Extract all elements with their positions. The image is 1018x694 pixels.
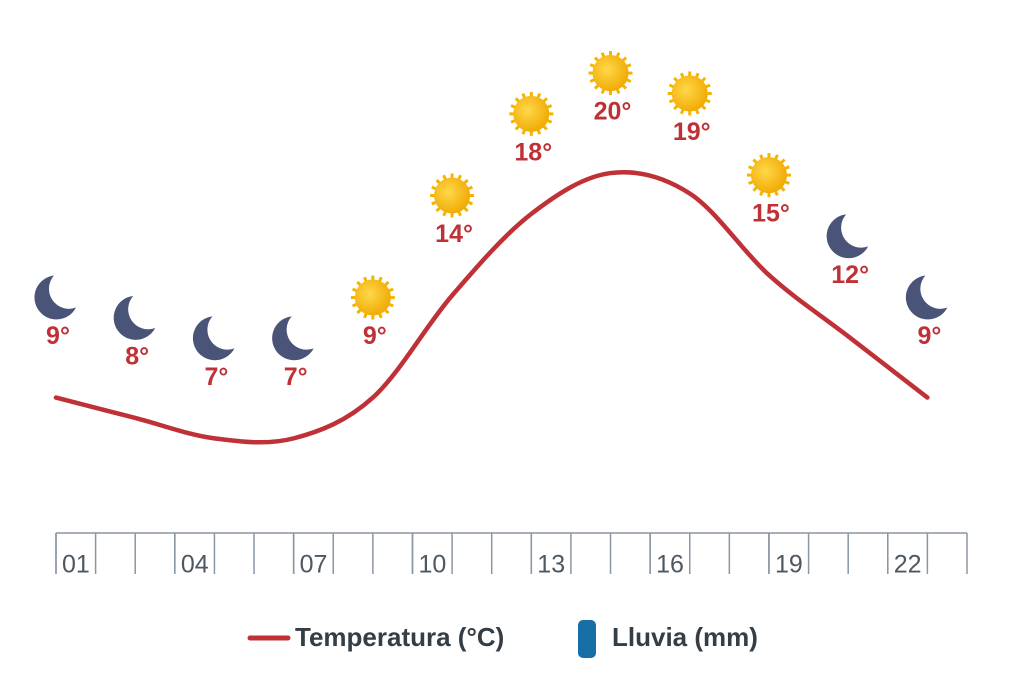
value-label: 9°	[363, 322, 387, 350]
moon-icon	[272, 316, 314, 361]
sun-disc	[592, 55, 629, 92]
moon-icon	[905, 275, 948, 320]
sun-icon	[588, 51, 633, 96]
value-label: 12°	[831, 261, 869, 289]
value-label: 20°	[594, 98, 632, 126]
value-label: 18°	[514, 138, 552, 166]
x-tick-label: 16	[656, 551, 684, 579]
sun-disc	[354, 279, 391, 316]
sun-icon	[430, 173, 475, 218]
x-tick-label: 01	[62, 551, 90, 579]
x-tick-label: 07	[300, 551, 328, 579]
moon-icon	[826, 214, 869, 259]
value-label: 9°	[917, 322, 941, 350]
sun-icon	[667, 71, 712, 116]
legend-label: Temperatura (°C)	[295, 622, 504, 652]
value-label: 9°	[46, 322, 70, 350]
sun-disc	[750, 157, 787, 194]
sun-icon	[746, 153, 791, 198]
moon-icon	[113, 295, 156, 340]
moon-icon	[34, 275, 76, 320]
value-label: 15°	[752, 200, 790, 228]
value-label: 14°	[435, 220, 473, 248]
sun-icon	[509, 91, 554, 136]
legend-swatch	[578, 620, 596, 658]
value-label: 8°	[125, 343, 149, 371]
value-label: 7°	[204, 363, 228, 391]
x-tick-label: 10	[418, 551, 446, 579]
sun-disc	[513, 95, 550, 132]
value-label: 19°	[673, 118, 711, 146]
x-tick-label: 22	[894, 551, 922, 579]
x-tick-label: 19	[775, 551, 803, 579]
legend-label: Lluvia (mm)	[612, 622, 758, 652]
value-label: 7°	[284, 363, 308, 391]
x-tick-label: 04	[181, 551, 209, 579]
moon-icon	[192, 316, 235, 361]
sun-icon	[350, 275, 395, 320]
x-tick-label: 13	[537, 551, 565, 579]
temperature-line	[53, 169, 930, 445]
sun-disc	[671, 75, 708, 112]
sun-disc	[434, 177, 471, 214]
